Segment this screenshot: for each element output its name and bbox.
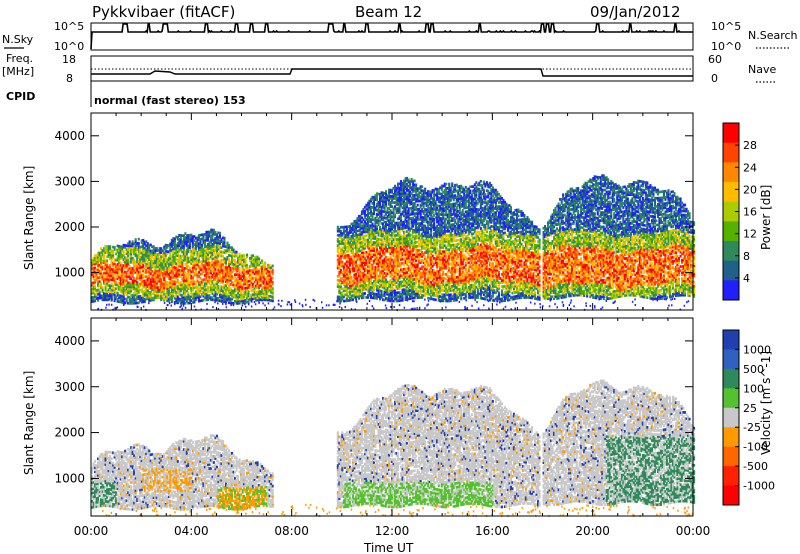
nsearch-tick-top: 10^5	[711, 20, 741, 33]
colorbar-tick-label: -500	[743, 460, 768, 473]
x-tick-label: 00:00	[74, 524, 109, 538]
colorbar-swatch	[723, 241, 739, 261]
nsky-label: N.Sky	[2, 33, 34, 46]
freq-trace	[91, 69, 693, 76]
power-ylabel: Slant Range [km]	[22, 166, 36, 270]
colorbar-tick-label: 8	[743, 250, 750, 263]
y-tick-label: 2000	[54, 220, 85, 234]
nave-label: Nave	[748, 63, 776, 76]
colorbar-swatch	[723, 369, 739, 389]
nsearch-tick-bottom: 10^0	[711, 40, 741, 53]
y-tick-label: 2000	[54, 426, 85, 440]
beam-label: Beam 12	[355, 3, 422, 21]
colorbar-tick-label: -1000	[743, 480, 775, 493]
x-tick-labels: 00:00 04:00 08:00 12:00 16:00 20:00 00:00	[74, 524, 711, 538]
colorbar-tick-label: 28	[743, 139, 757, 152]
nsearch-label: N.Search	[748, 29, 798, 42]
colorbar-swatch	[723, 408, 739, 428]
colorbar-tick-label: 12	[743, 228, 757, 241]
colorbar-swatch	[723, 162, 739, 182]
y-tick-label: 1000	[54, 266, 85, 280]
x-axis-label: Time UT	[363, 541, 414, 554]
cpid-text: normal (fast stereo) 153	[94, 94, 246, 107]
colorbar-swatch	[723, 182, 739, 202]
velocity-ylabel: Slant Range [km]	[22, 371, 36, 475]
freq-panel: Freq. [MHz] 18 8 60 0 Nave	[2, 52, 776, 85]
power-scatter	[91, 174, 695, 311]
nsky-tick-top: 10^5	[54, 20, 84, 33]
y-tick-label: 4000	[54, 129, 85, 143]
freq-tick-top: 18	[62, 53, 76, 66]
colorbar-swatch	[723, 330, 739, 350]
colorbar-swatch	[723, 221, 739, 241]
colorbar-tick-label: 20	[743, 183, 757, 196]
cpid-panel: CPID normal (fast stereo) 153	[6, 81, 246, 107]
velocity-cbar-label: Velocity [m s^-1]	[759, 351, 773, 455]
nsky-trace	[91, 24, 693, 49]
y-tick-label: 3000	[54, 174, 85, 188]
cpid-label: CPID	[6, 90, 35, 103]
colorbar-tick-label: 24	[743, 161, 757, 174]
y-tick-label: 1000	[54, 471, 85, 485]
x-tick-label: 04:00	[174, 524, 209, 538]
colorbar-swatch	[723, 447, 739, 467]
x-tick-label: 12:00	[375, 524, 410, 538]
x-tick-label: 16:00	[475, 524, 510, 538]
x-tick-label: 20:00	[575, 524, 610, 538]
nsky-tick-bottom: 10^0	[54, 40, 84, 53]
colorbar-swatch	[723, 486, 739, 506]
nave-tick-top: 60	[708, 53, 722, 66]
x-tick-label: 08:00	[274, 524, 309, 538]
freq-label-2: [MHz]	[2, 65, 34, 78]
colorbar-tick-label: 4	[743, 272, 750, 285]
colorbar-swatch	[723, 280, 739, 300]
power-colorbar: 28 24 20 16 12 8 4	[723, 123, 757, 301]
y-tick-label: 3000	[54, 380, 85, 394]
power-cbar-label: Power [dB]	[759, 185, 773, 250]
date-label: 09/Jan/2012	[590, 3, 681, 21]
colorbar-tick-label: 16	[743, 206, 757, 219]
y-tick-label: 4000	[54, 334, 85, 348]
nsky-panel: N.Sky 10^5 10^0 10^5 10^0 N.Search	[2, 20, 798, 53]
colorbar-swatch	[723, 123, 739, 143]
velocity-scatter	[91, 380, 695, 518]
x-tick-label: 00:00	[676, 524, 711, 538]
power-panel: 1000 2000 3000 4000 Slant Range [km] 28 24 20…	[22, 113, 773, 311]
colorbar-swatch	[723, 388, 739, 408]
radar-title: Pykkvibaer (fitACF)	[92, 3, 235, 21]
freq-tick-bottom: 8	[66, 72, 73, 85]
freq-label-1: Freq.	[6, 52, 33, 65]
colorbar-swatch	[723, 427, 739, 447]
colorbar-swatch	[723, 349, 739, 369]
colorbar-swatch	[723, 466, 739, 486]
nave-tick-bottom: 0	[711, 72, 718, 85]
colorbar-swatch	[723, 143, 739, 163]
colorbar-tick-label: 25	[743, 402, 757, 415]
